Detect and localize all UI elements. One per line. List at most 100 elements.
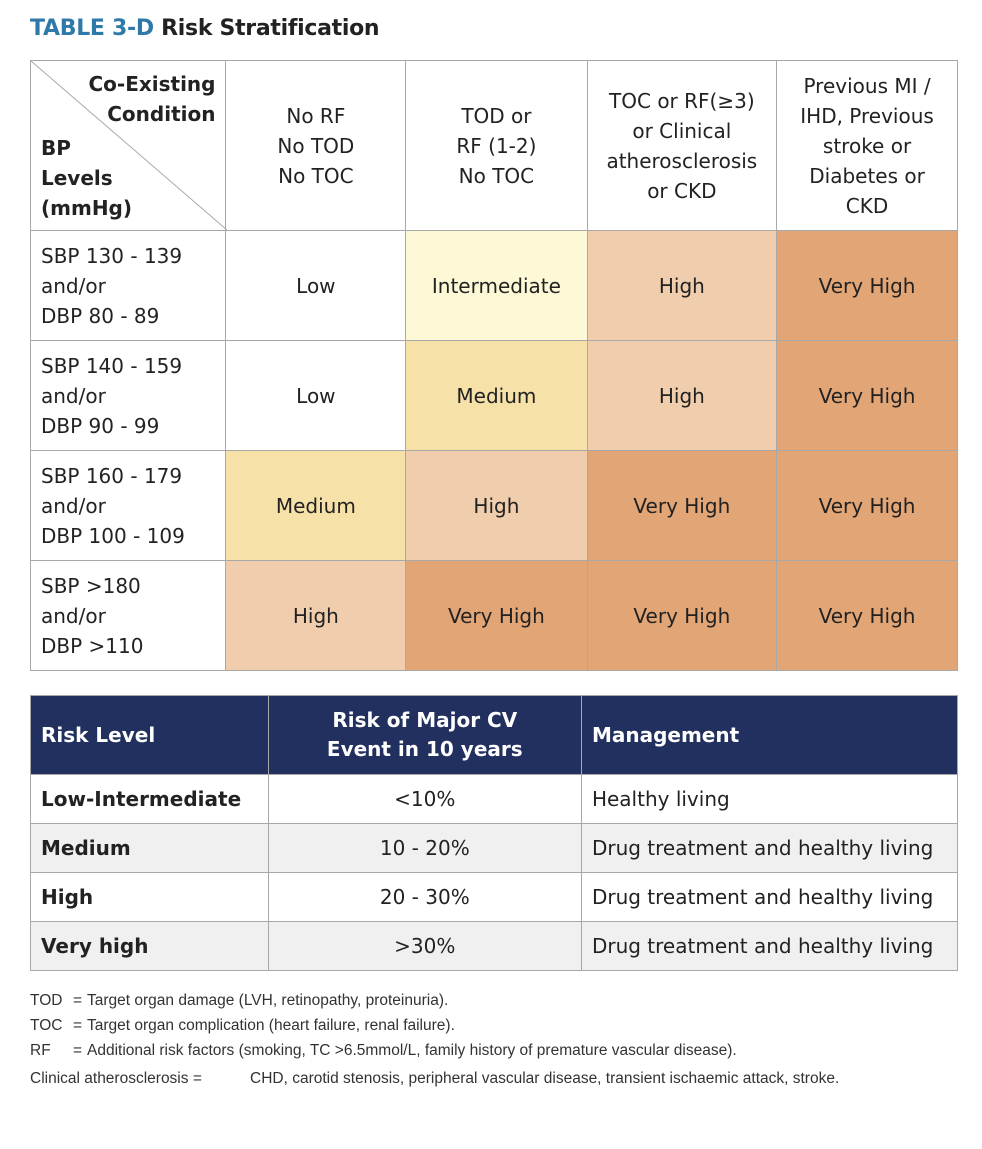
- column-header: No RF No TOD No TOC: [225, 60, 407, 231]
- footnote-term: TOD: [30, 992, 63, 1009]
- column-header: Previous MI / IHD, Previous stroke or Diabe…: [776, 60, 958, 231]
- bp-level-line: and/or: [41, 493, 106, 518]
- management-header-row: Risk Level Risk of Major CV Event in 10 y…: [30, 695, 959, 775]
- risk-percent-cell: 10 - 20%: [267, 823, 582, 873]
- management-cell: Drug treatment and healthy living: [580, 921, 959, 971]
- footnote-term: TOC: [30, 1017, 63, 1034]
- management-cell: Drug treatment and healthy living: [580, 823, 959, 873]
- bp-level-line: SBP 130 - 139: [41, 243, 183, 268]
- risk-cell: Low: [225, 230, 407, 341]
- table-title-text: Risk Stratification: [161, 16, 380, 41]
- equals-sign: =: [73, 1042, 83, 1059]
- footnote-definition: Target organ damage (LVH, retinopathy, p…: [87, 992, 449, 1009]
- risk-cell: High: [586, 230, 778, 341]
- management-row: Low-Intermediate <10% Healthy living: [30, 774, 959, 824]
- column-header-line: Previous MI /: [803, 73, 931, 98]
- footnote-term: Clinical atherosclerosis =: [30, 1070, 202, 1087]
- risk-cell: High: [225, 560, 407, 671]
- footnote: TOC = Target organ complication (heart fai…: [30, 1013, 910, 1038]
- footnote-definition: Target organ complication (heart failure…: [87, 1017, 455, 1034]
- equals-sign: =: [73, 1017, 83, 1034]
- matrix-row: SBP >180 and/or DBP >110 High Very High Very …: [29, 560, 958, 671]
- risk-cell: Very High: [776, 340, 958, 451]
- bp-level-line: DBP >110: [41, 633, 144, 658]
- equals-sign: =: [73, 992, 83, 1009]
- column-header-line: TOC or RF(≥3): [609, 88, 755, 113]
- column-header-line: stroke or: [822, 133, 912, 158]
- bp-level-cell: SBP 160 - 179 and/or DBP 100 - 109: [29, 450, 227, 561]
- bp-level-line: and/or: [41, 273, 106, 298]
- management-column-header: Management: [580, 695, 959, 775]
- table-number: TABLE 3-D: [30, 16, 154, 41]
- column-header: TOD or RF (1-2) No TOC: [405, 60, 588, 231]
- management-cell: Healthy living: [580, 774, 959, 824]
- risk-cell: Intermediate: [405, 230, 588, 341]
- risk-cell: Very High: [776, 560, 958, 671]
- table-title: TABLE 3-D Risk Stratification: [30, 16, 380, 41]
- management-column-header: Risk Level: [30, 695, 269, 775]
- matrix-row: SBP 130 - 139 and/or DBP 80 - 89 Low Interme…: [29, 230, 958, 341]
- risk-cell: Very High: [405, 560, 588, 671]
- bp-level-line: DBP 80 - 89: [41, 303, 160, 328]
- column-header-line: No TOD: [277, 133, 355, 158]
- column-header-line: CKD: [845, 193, 889, 218]
- column-header-line: or Clinical: [632, 118, 732, 143]
- footnote: TOD = Target organ damage (LVH, retinopath…: [30, 988, 910, 1013]
- bp-level-line: DBP 100 - 109: [41, 523, 185, 548]
- bp-level-line: SBP >180: [41, 573, 141, 598]
- footnote-definition: CHD, carotid stenosis, peripheral vascul…: [250, 1070, 840, 1087]
- bp-level-cell: SBP 140 - 159 and/or DBP 90 - 99: [29, 340, 227, 451]
- risk-cell: Very High: [776, 450, 958, 561]
- risk-cell: High: [586, 340, 778, 451]
- management-row: High 20 - 30% Drug treatment and healthy l…: [30, 872, 959, 922]
- management-column-header: Risk of Major CV Event in 10 years: [267, 695, 582, 775]
- bp-level-cell: SBP >180 and/or DBP >110: [29, 560, 227, 671]
- risk-cell: High: [405, 450, 588, 561]
- column-header-line: No TOC: [458, 163, 535, 188]
- corner-cell: Co-Existing Condition BP Levels (mmHg): [29, 60, 227, 231]
- risk-cell: Very High: [776, 230, 958, 341]
- corner-column-label: Co-Existing Condition: [88, 72, 216, 126]
- footnote-term: RF: [30, 1042, 51, 1059]
- column-header-line: TOD or: [461, 103, 532, 128]
- column-header: TOC or RF(≥3) or Clinical atherosclerosis o…: [586, 60, 778, 231]
- risk-percent-cell: <10%: [267, 774, 582, 824]
- bp-level-line: DBP 90 - 99: [41, 413, 160, 438]
- matrix-row: SBP 140 - 159 and/or DBP 90 - 99 Low Medium H…: [29, 340, 958, 451]
- risk-level-cell: Low-Intermediate: [30, 774, 269, 824]
- bp-level-line: and/or: [41, 603, 106, 628]
- column-header-line: or CKD: [647, 178, 717, 203]
- risk-percent-cell: >30%: [267, 921, 582, 971]
- column-header-line: Diabetes or: [809, 163, 925, 188]
- risk-cell: Low: [225, 340, 407, 451]
- diagonal-divider: [31, 61, 227, 230]
- risk-cell: Medium: [225, 450, 407, 561]
- bp-level-line: and/or: [41, 383, 106, 408]
- risk-stratification-matrix: Co-Existing Condition BP Levels (mmHg) No R…: [29, 60, 958, 671]
- column-header-line: IHD, Previous: [800, 103, 934, 128]
- footnote-clinical: Clinical atherosclerosis = CHD, carotid …: [30, 1066, 910, 1091]
- risk-cell: Very High: [586, 560, 778, 671]
- risk-cell: Very High: [586, 450, 778, 561]
- footnote-definition: Additional risk factors (smoking, TC >6.…: [87, 1042, 737, 1059]
- management-row: Medium 10 - 20% Drug treatment and healthy…: [30, 823, 959, 873]
- footnotes: TOD = Target organ damage (LVH, retinopath…: [30, 988, 910, 1091]
- column-header-line: atherosclerosis: [606, 148, 758, 173]
- matrix-header-row: Co-Existing Condition BP Levels (mmHg) No R…: [29, 60, 958, 231]
- column-header-line: No RF: [286, 103, 346, 128]
- bp-level-line: SBP 140 - 159: [41, 353, 183, 378]
- management-table: Risk Level Risk of Major CV Event in 10 y…: [30, 695, 959, 971]
- risk-percent-cell: 20 - 30%: [267, 872, 582, 922]
- corner-row-label: BP Levels (mmHg): [41, 136, 133, 220]
- bp-level-line: SBP 160 - 179: [41, 463, 183, 488]
- column-header-line: RF (1-2): [456, 133, 537, 158]
- management-row: Very high >30% Drug treatment and healthy …: [30, 921, 959, 971]
- matrix-row: SBP 160 - 179 and/or DBP 100 - 109 Medium Hi…: [29, 450, 958, 561]
- risk-level-cell: High: [30, 872, 269, 922]
- management-cell: Drug treatment and healthy living: [580, 872, 959, 922]
- risk-cell: Medium: [405, 340, 588, 451]
- column-header-line: No TOC: [278, 163, 354, 188]
- footnote: RF = Additional risk factors (smoking, TC …: [30, 1038, 910, 1063]
- risk-level-cell: Very high: [30, 921, 269, 971]
- bp-level-cell: SBP 130 - 139 and/or DBP 80 - 89: [29, 230, 227, 341]
